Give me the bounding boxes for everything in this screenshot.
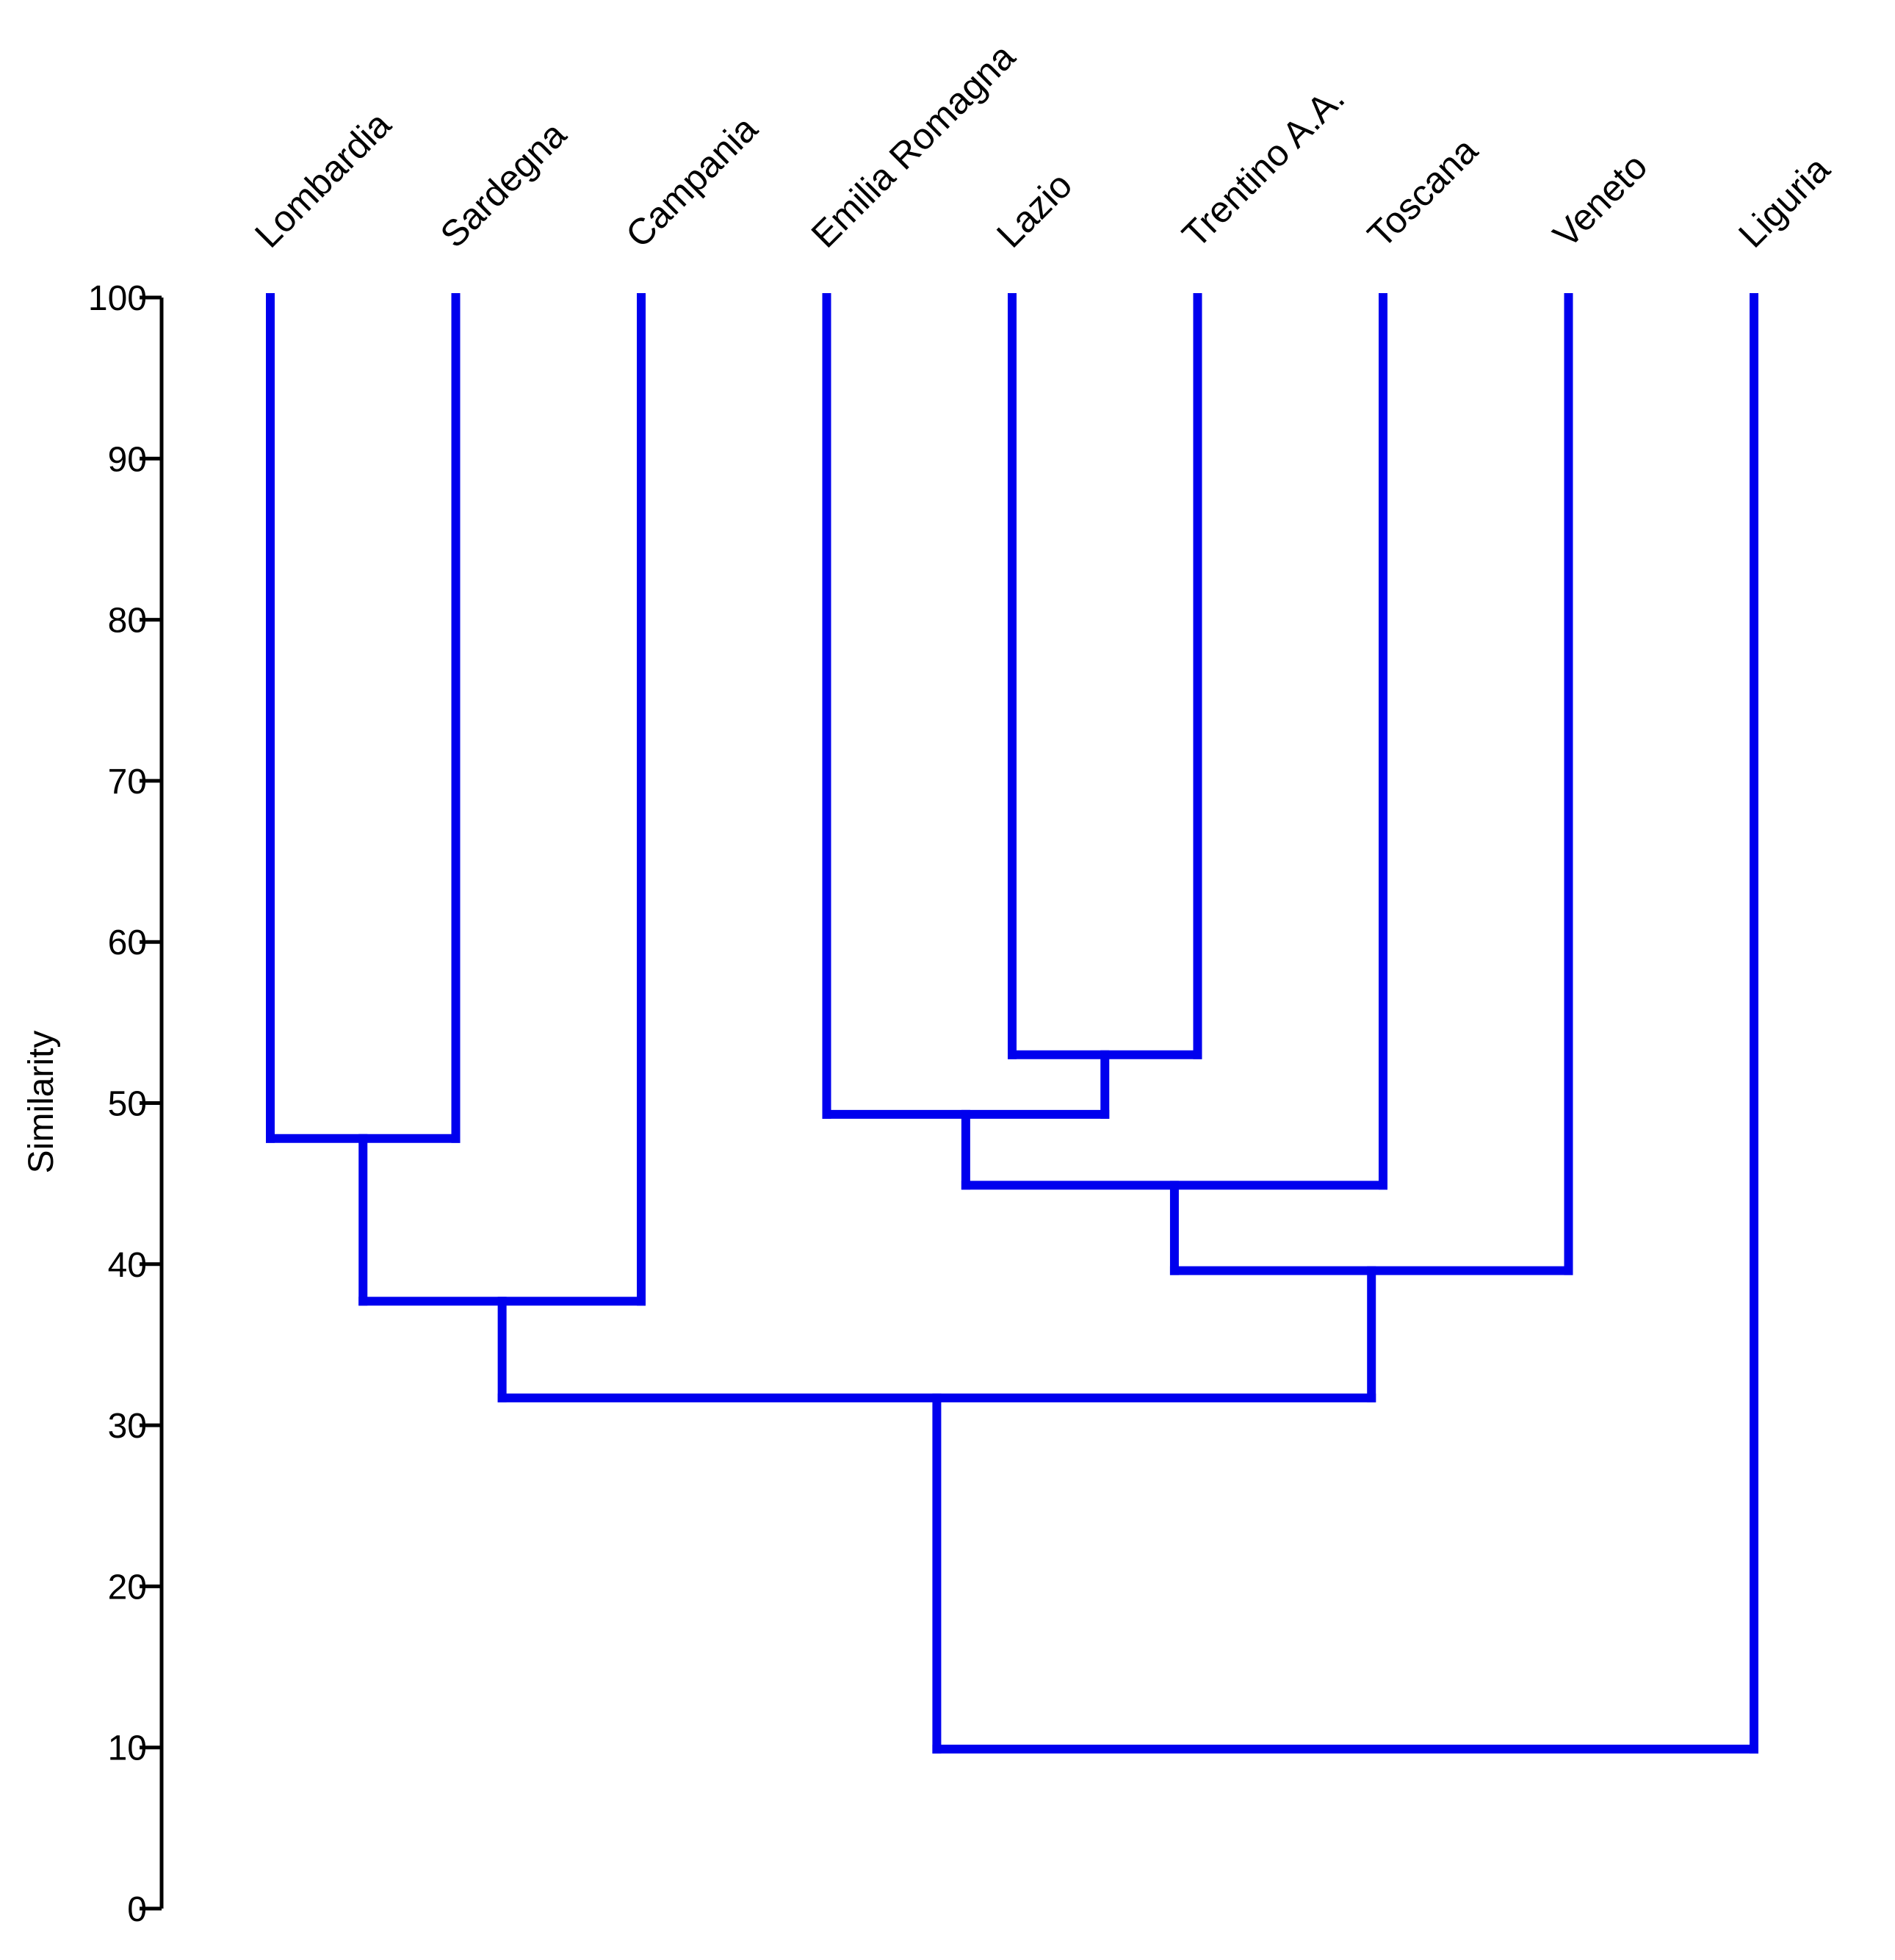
y-tick-label: 0: [127, 1890, 147, 1929]
leaf-label: Toscana: [1360, 129, 1485, 255]
y-tick-label: 70: [108, 763, 147, 801]
dendrogram-tree: [266, 293, 1758, 1754]
y-tick-label: 10: [108, 1729, 147, 1768]
y-tick-label: 60: [108, 923, 147, 962]
y-tick-label: 100: [88, 279, 147, 318]
y-tick-label: 30: [108, 1407, 147, 1446]
leaf-label: Lombardia: [247, 104, 399, 256]
leaf-label: Veneto: [1545, 145, 1656, 256]
leaf-label: Emilia Romagna: [804, 36, 1023, 256]
y-tick-label: 20: [108, 1568, 147, 1607]
y-tick-label: 50: [108, 1085, 147, 1124]
leaf-label: Lazio: [989, 165, 1080, 256]
y-tick-label: 80: [108, 602, 147, 641]
leaf-label: Campania: [618, 108, 765, 256]
leaf-label: Trentino A.A.: [1174, 77, 1353, 256]
y-tick-label: 40: [108, 1246, 147, 1285]
leaf-label: Liguria: [1730, 148, 1838, 256]
y-tick-label: 90: [108, 440, 147, 479]
leaf-labels: Lombardia Sardegna Campania Emilia RomagnaL…: [247, 36, 1838, 256]
y-axis-label: Similarity: [22, 1031, 61, 1174]
y-axis: 0 10 20 30 40 50 60 70 80 90 100: [88, 279, 164, 1929]
leaf-label: Sardegna: [433, 114, 574, 256]
